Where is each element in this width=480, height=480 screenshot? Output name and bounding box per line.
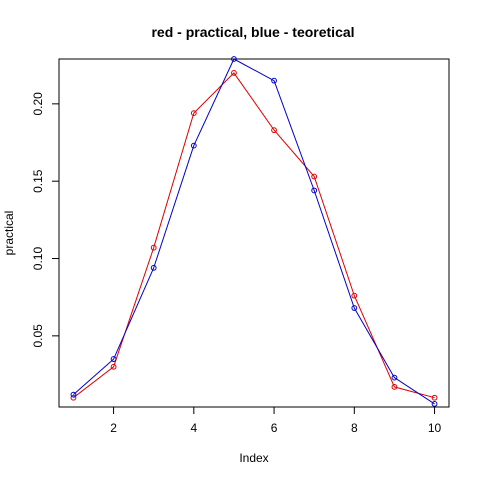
data-point <box>271 127 277 134</box>
y-axis: 0.05 0.10 0.15 0.20 <box>31 92 60 348</box>
data-point <box>311 187 318 194</box>
data-point <box>110 363 117 370</box>
data-point <box>150 244 157 251</box>
x-tick-label: 10 <box>428 421 442 435</box>
series-line-2 <box>73 58 435 405</box>
y-axis-label: practical <box>2 211 16 256</box>
y-tick-label: 0.05 <box>31 324 45 348</box>
data-point <box>190 142 197 149</box>
chart-title: red - practical, blue - teoretical <box>151 24 354 40</box>
data-point <box>231 70 237 76</box>
data-point <box>110 356 117 362</box>
y-tick-label: 0.20 <box>31 92 45 116</box>
data-point <box>391 374 398 381</box>
series-layer <box>70 56 438 407</box>
x-axis: 2 4 6 8 10 <box>110 406 442 435</box>
x-tick-label: 8 <box>351 421 358 435</box>
data-point <box>150 264 157 271</box>
x-tick-label: 2 <box>110 421 117 435</box>
data-point <box>431 394 438 401</box>
x-tick-label: 6 <box>271 421 278 435</box>
data-point <box>311 173 318 180</box>
data-point <box>190 110 197 117</box>
data-point <box>231 56 237 62</box>
data-point <box>431 401 438 407</box>
data-point <box>70 394 77 401</box>
data-point <box>391 383 398 390</box>
data-point <box>351 292 358 299</box>
data-point <box>351 305 358 311</box>
x-axis-label: Index <box>239 451 268 465</box>
y-tick-label: 0.10 <box>31 247 45 271</box>
y-tick-label: 0.15 <box>31 169 45 193</box>
data-point <box>271 77 277 84</box>
x-tick-label: 4 <box>190 421 197 435</box>
data-point <box>70 391 77 398</box>
series-line-1 <box>73 72 435 399</box>
